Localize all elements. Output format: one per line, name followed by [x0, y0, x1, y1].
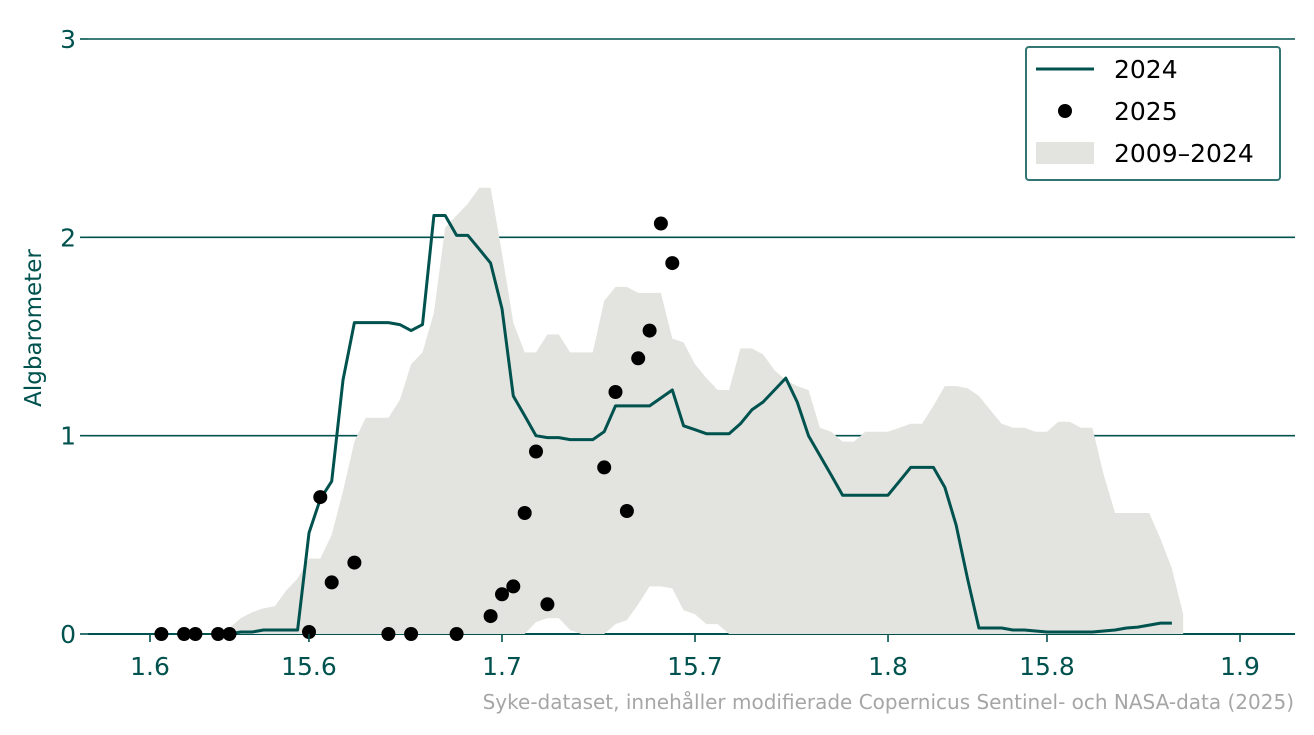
data-point-2025-17	[540, 597, 555, 612]
legend-label-2024: 2024	[1114, 55, 1178, 84]
data-point-2025-10	[404, 627, 419, 641]
legend-label-2025: 2025	[1114, 97, 1178, 126]
data-point-2025-0	[154, 627, 169, 641]
data-point-2025-16	[529, 444, 543, 459]
data-point-2025-4	[222, 627, 237, 641]
data-point-2025-24	[665, 256, 680, 271]
y-tick-label-2: 2	[60, 223, 76, 252]
x-tick-label-1.6: 1.6	[130, 652, 170, 681]
x-tick-label-1.7: 1.7	[482, 652, 522, 681]
data-point-2025-9	[381, 627, 396, 641]
source-note: Syke-dataset, innehåller modifierade Cop…	[482, 690, 1294, 714]
legend-band-swatch	[1036, 142, 1094, 164]
data-point-2025-19	[608, 385, 623, 399]
series-band-2009-2024	[218, 187, 1184, 635]
data-point-2025-23	[653, 216, 668, 231]
dot-layer	[154, 216, 680, 641]
legend-dot-swatch	[1058, 104, 1072, 118]
x-tick-label-1.9: 1.9	[1220, 652, 1260, 681]
y-tick-label-0: 0	[60, 620, 76, 649]
data-point-2025-12	[483, 609, 498, 624]
data-point-2025-8	[347, 555, 362, 570]
band-layer	[218, 187, 1184, 635]
x-tick-label-15.7: 15.7	[667, 652, 723, 681]
data-point-2025-2	[188, 627, 203, 641]
line-layer	[229, 214, 1172, 636]
data-point-2025-3	[211, 627, 226, 641]
data-point-2025-14	[506, 579, 521, 594]
data-point-2025-21	[631, 351, 646, 366]
data-point-2025-11	[449, 627, 464, 641]
data-point-2025-18	[597, 460, 612, 475]
data-point-2025-1	[177, 627, 192, 641]
series-line-2024	[229, 214, 1172, 636]
x-ticks: 1.6 15.6 1.7 15.7 1.8 15.8 1.9	[130, 634, 1260, 681]
data-point-2025-20	[619, 504, 634, 518]
y-tick-labels: 0 1 2 3	[60, 25, 88, 649]
data-point-2025-13	[495, 587, 509, 602]
y-axis-label: Algbarometer	[21, 249, 47, 407]
x-tick-label-1.8: 1.8	[868, 652, 908, 681]
data-point-2025-6	[313, 490, 328, 505]
y-tick-label-1: 1	[60, 422, 76, 451]
x-tick-label-15.6: 15.6	[281, 652, 337, 681]
y-tick-label-3: 3	[60, 25, 76, 54]
data-point-2025-22	[642, 323, 657, 338]
x-tick-label-15.8: 15.8	[1019, 652, 1075, 681]
data-point-2025-15	[517, 506, 532, 520]
legend: 2024 2025 2009–2024	[1025, 46, 1281, 181]
data-point-2025-7	[324, 575, 339, 590]
data-point-2025-5	[302, 625, 316, 639]
legend-label-range: 2009–2024	[1114, 139, 1254, 168]
